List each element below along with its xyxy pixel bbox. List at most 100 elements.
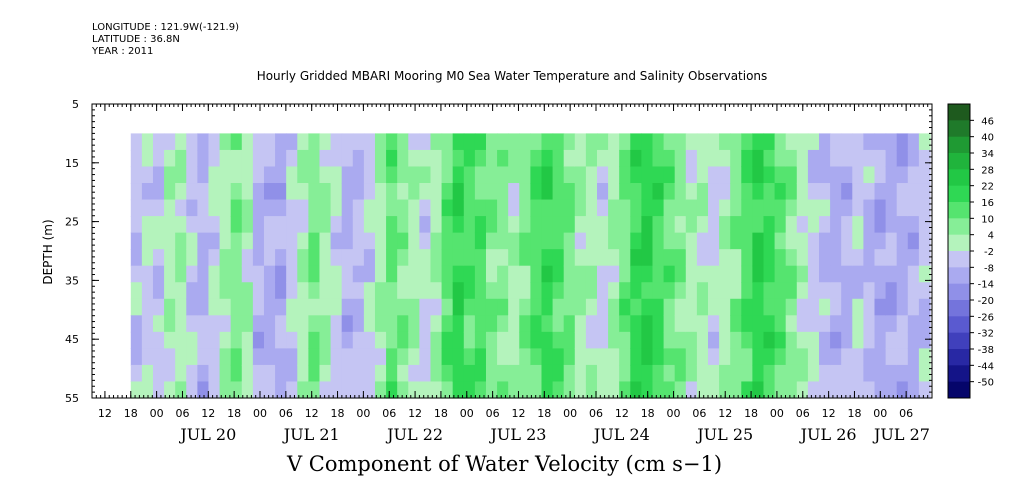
heatmap-cell [374,232,387,250]
heatmap-cell [674,166,687,184]
heatmap-cell [141,133,154,151]
heatmap-cell [275,232,287,250]
heatmap-cell [175,265,187,283]
heatmap-cell [408,282,420,300]
heatmap-cell [885,381,898,399]
heatmap-cell [574,183,587,201]
heatmap-cell [397,166,409,184]
heatmap-cell [452,199,465,217]
heatmap-cell [807,249,820,267]
heatmap-cell [485,298,498,316]
heatmap-cell [552,232,565,250]
heatmap-cell [441,298,454,316]
heatmap-cell [641,315,654,333]
heatmap-cell [164,348,176,366]
heatmap-cell [297,166,309,184]
heatmap-cell [530,166,543,184]
heatmap-cell [308,331,321,349]
heatmap-cell [341,348,354,366]
heatmap-cell [408,216,420,234]
heatmap-cell [752,149,765,168]
heatmap-cell [907,331,920,349]
heatmap-cell [852,265,864,283]
heatmap-cell [341,298,354,316]
heatmap-cell [807,282,820,300]
heatmap-cell [652,199,665,217]
heatmap-cell [252,265,265,283]
heatmap-cell [386,216,398,234]
heatmap-cell [363,348,376,366]
heatmap-cell [330,249,343,267]
heatmap-cell [141,282,154,300]
heatmap-cell [907,149,920,168]
heatmap-cell [719,315,731,333]
heatmap-cell [585,166,598,184]
heatmap-cell [585,249,598,267]
heatmap-cell [497,381,509,399]
heatmap-cell [874,331,887,349]
day-label: JUL 25 [695,425,753,444]
heatmap-cell [530,298,543,316]
heatmap-cell [130,265,143,283]
heatmap-cell [674,364,687,383]
heatmap-cell [885,199,898,217]
x-tick-label: 06 [589,407,603,420]
heatmap-cell [674,282,687,300]
heatmap-cell [719,149,731,168]
heatmap-cell [374,298,387,316]
heatmap-cell [175,282,187,300]
heatmap-cell [252,183,265,201]
heatmap-cell [608,331,620,349]
heatmap-cell [541,149,554,168]
heatmap-cell [386,232,398,250]
heatmap-cell [874,298,887,316]
heatmap-cell [219,249,232,267]
heatmap-cell [186,348,198,366]
heatmap-cell [141,183,154,201]
heatmap-cell [397,183,409,201]
heatmap-cell [785,381,798,399]
heatmap-cell [752,183,765,201]
heatmap-cell [674,216,687,234]
heatmap-cell [441,315,454,333]
heatmap-cell [619,216,631,234]
heatmap-cell [752,216,765,234]
heatmap-cell [630,282,642,300]
heatmap-cell [308,298,321,316]
heatmap-cell [741,216,753,234]
heatmap-cell [608,216,620,234]
heatmap-cell [619,232,631,250]
heatmap-cell [819,183,831,201]
heatmap-cell [896,331,909,349]
heatmap-cell [719,133,731,151]
heatmap-cell [774,315,787,333]
heatmap-cell [907,298,920,316]
heatmap-cell [175,199,187,217]
heatmap-cell [596,331,609,349]
heatmap-cell [741,348,753,366]
heatmap-cell [241,315,254,333]
heatmap-cell [530,315,543,333]
heatmap-cell [541,232,554,250]
heatmap-cell [275,199,287,217]
heatmap-cell [352,315,365,333]
heatmap-cell [330,232,343,250]
heatmap-cell [707,265,720,283]
x-tick-label: 18 [744,407,758,420]
heatmap-cell [341,381,354,399]
heatmap-cell [663,216,676,234]
heatmap-cell [430,364,443,383]
heatmap-cell [463,265,476,283]
heatmap-cell [286,149,298,168]
heatmap-cell [441,282,454,300]
heatmap-cell [141,381,154,399]
heatmap-cell [730,348,742,366]
heatmap-cell [197,265,210,283]
heatmap-cell [408,331,420,349]
colorbar-label: -26 [978,312,994,323]
heatmap-cell [208,249,221,267]
heatmap-cell [463,331,476,349]
heatmap-cell [519,133,531,151]
heatmap-cell [730,315,742,333]
heatmap-cell [585,149,598,168]
